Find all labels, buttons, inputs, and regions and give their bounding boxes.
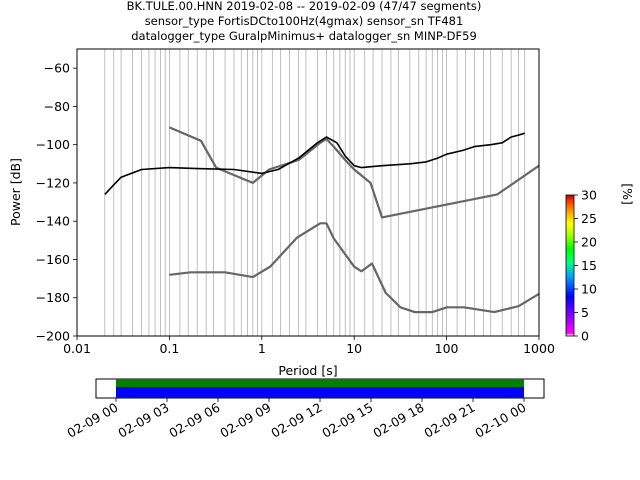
coverage-psd-bar <box>116 379 524 387</box>
noise-models <box>104 126 539 314</box>
coverage-tick-label: 02-09 06 <box>166 400 222 441</box>
y-tick-label: −80 <box>44 99 70 114</box>
y-axis-label: Power [dB] <box>8 158 23 226</box>
median-line <box>104 132 525 195</box>
coverage-tick-label: 02-09 15 <box>319 400 375 441</box>
coverage-tick-label: 02-09 12 <box>268 400 324 441</box>
y-tick-label: −120 <box>36 175 70 190</box>
colorbar-tick-label: 10 <box>581 282 597 297</box>
y-tick-label: −160 <box>36 252 70 267</box>
y-tick-label: −180 <box>36 290 70 305</box>
nhnm-line <box>168 126 539 219</box>
colorbar-tick-label: 30 <box>581 188 597 203</box>
title-line-2: sensor_type FortisDCto100Hz(4gmax) senso… <box>145 14 464 28</box>
x-tick-label: 1000 <box>523 341 555 356</box>
colorbar-ticks: 0 5 10 15 20 25 30 <box>574 188 597 344</box>
title-line-3: datalogger_type GuralpMinimus+ datalogge… <box>131 29 477 43</box>
x-tick-label: 100 <box>435 341 459 356</box>
period-grid <box>104 49 526 336</box>
colorbar-tick-label: 25 <box>581 211 597 226</box>
colorbar-tick-label: 20 <box>581 235 597 250</box>
coverage-tick-label: 02-10 00 <box>472 400 528 441</box>
x-axis-label: Period [s] <box>278 363 337 378</box>
x-tick-label: 0.1 <box>159 341 179 356</box>
x-tick-label: 1 <box>258 341 266 356</box>
coverage-tick-label: 02-09 21 <box>421 400 477 441</box>
nlnm-line <box>169 222 539 314</box>
y-tick-label: −60 <box>44 61 70 76</box>
coverage-tick-label: 02-09 18 <box>370 400 426 441</box>
x-tick-label: 10 <box>346 341 362 356</box>
colorbar <box>565 194 575 337</box>
coverage-tick-label: 02-09 03 <box>115 400 171 441</box>
colorbar-tick-label: 15 <box>581 258 597 273</box>
colorbar-label: [%] <box>620 183 635 205</box>
y-tick-label: −100 <box>36 137 70 152</box>
x-axis-ticks: 0.01 0.1 1 10 100 1000 <box>63 336 555 356</box>
colorbar-tick-label: 0 <box>581 329 589 344</box>
y-tick-label: −200 <box>36 329 70 344</box>
x-tick-label: 0.01 <box>63 341 91 356</box>
coverage-tick-label: 02-09 00 <box>64 400 120 441</box>
title-line-1: BK.TULE.00.HNN 2019-02-08 -- 2019-02-09 … <box>127 0 482 13</box>
plot-frame <box>76 48 540 337</box>
y-tick-label: −140 <box>36 214 70 229</box>
y-axis-ticks: −200 −180 −160 −140 −120 −100 −80 −60 <box>36 61 77 344</box>
coverage-tick-label: 02-09 09 <box>217 400 273 441</box>
colorbar-tick-label: 5 <box>581 305 589 320</box>
